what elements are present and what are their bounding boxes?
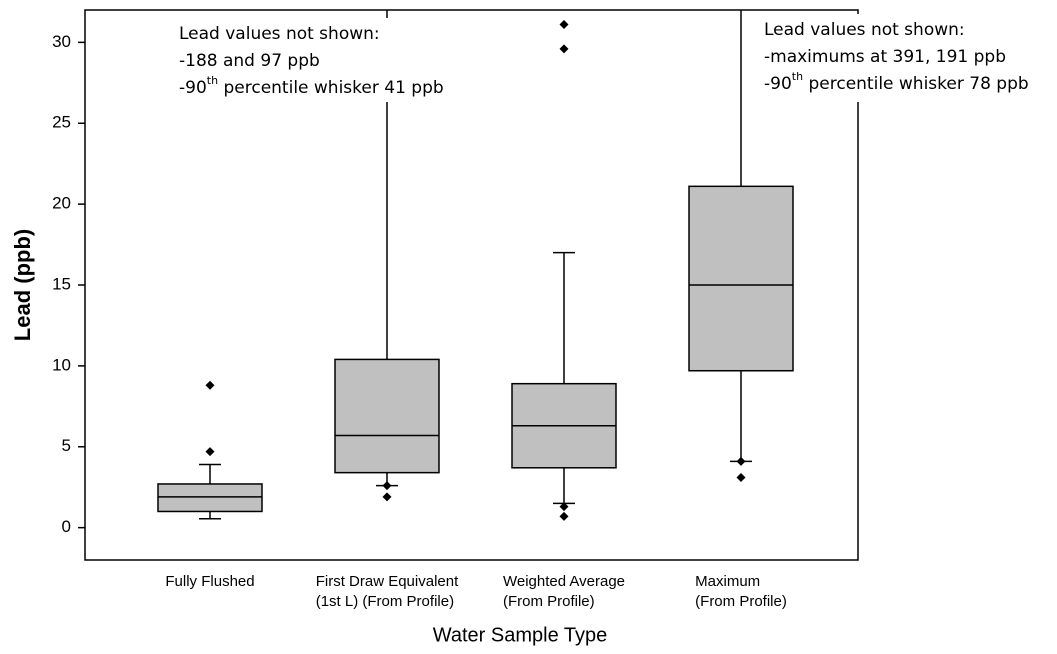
x-axis-label: Water Sample Type — [433, 624, 608, 646]
x-tick-label: Weighted Average — [503, 573, 625, 590]
annotation: -90th percentile whisker 78 ppb — [764, 70, 1029, 94]
plot-area — [157, 10, 794, 521]
annotation-background — [170, 18, 475, 102]
y-tick-label: 5 — [62, 436, 71, 455]
x-tick-label: (1st L) (From Profile) — [316, 593, 454, 610]
annotation-text: -90 — [764, 74, 792, 94]
flier — [736, 473, 746, 482]
x-tick-label: (From Profile) — [503, 593, 595, 610]
y-axis-label: Lead (ppb) — [10, 229, 35, 341]
flier — [559, 511, 569, 521]
flier — [205, 380, 215, 390]
annotation: Lead values not shown: — [179, 24, 380, 44]
y-tick-label: 15 — [52, 274, 71, 293]
box — [157, 483, 263, 513]
annotation-superscript: th — [207, 74, 218, 87]
annotation: Lead values not shown: — [764, 20, 965, 40]
annotation-text: -90 — [179, 78, 207, 98]
annotation: -188 and 97 ppb — [179, 51, 320, 71]
x-tick-label: Maximum — [695, 573, 760, 590]
flier — [382, 492, 392, 502]
annotation: -90th percentile whisker 41 ppb — [179, 74, 444, 98]
flier — [559, 44, 569, 54]
y-tick-label: 0 — [62, 517, 71, 536]
flier — [736, 456, 746, 466]
flier — [205, 447, 215, 457]
annotation-text: -maximums at 391, 191 ppb — [764, 47, 1006, 67]
annotation: -maximums at 391, 191 ppb — [764, 47, 1006, 67]
x-tick-label: First Draw Equivalent — [316, 573, 459, 590]
y-tick-label: 10 — [52, 355, 71, 374]
annotation-text: Lead values not shown: — [179, 24, 380, 44]
box — [334, 358, 440, 474]
y-tick-label: 25 — [52, 113, 71, 132]
flier — [559, 20, 569, 30]
annotation-superscript: th — [792, 70, 803, 83]
annotation-background — [755, 14, 1057, 102]
x-tick-label: (From Profile) — [695, 593, 787, 610]
y-tick-label: 20 — [52, 194, 71, 213]
x-tick-label: Fully Flushed — [165, 573, 254, 590]
annotation-text: percentile whisker 78 ppb — [803, 74, 1029, 94]
annotation-text: percentile whisker 41 ppb — [218, 78, 444, 98]
box — [688, 185, 794, 372]
annotation-text: -188 and 97 ppb — [179, 51, 320, 71]
flier — [382, 481, 392, 491]
y-tick-label: 30 — [52, 32, 71, 51]
annotation-text: Lead values not shown: — [764, 20, 965, 40]
flier — [559, 502, 569, 512]
